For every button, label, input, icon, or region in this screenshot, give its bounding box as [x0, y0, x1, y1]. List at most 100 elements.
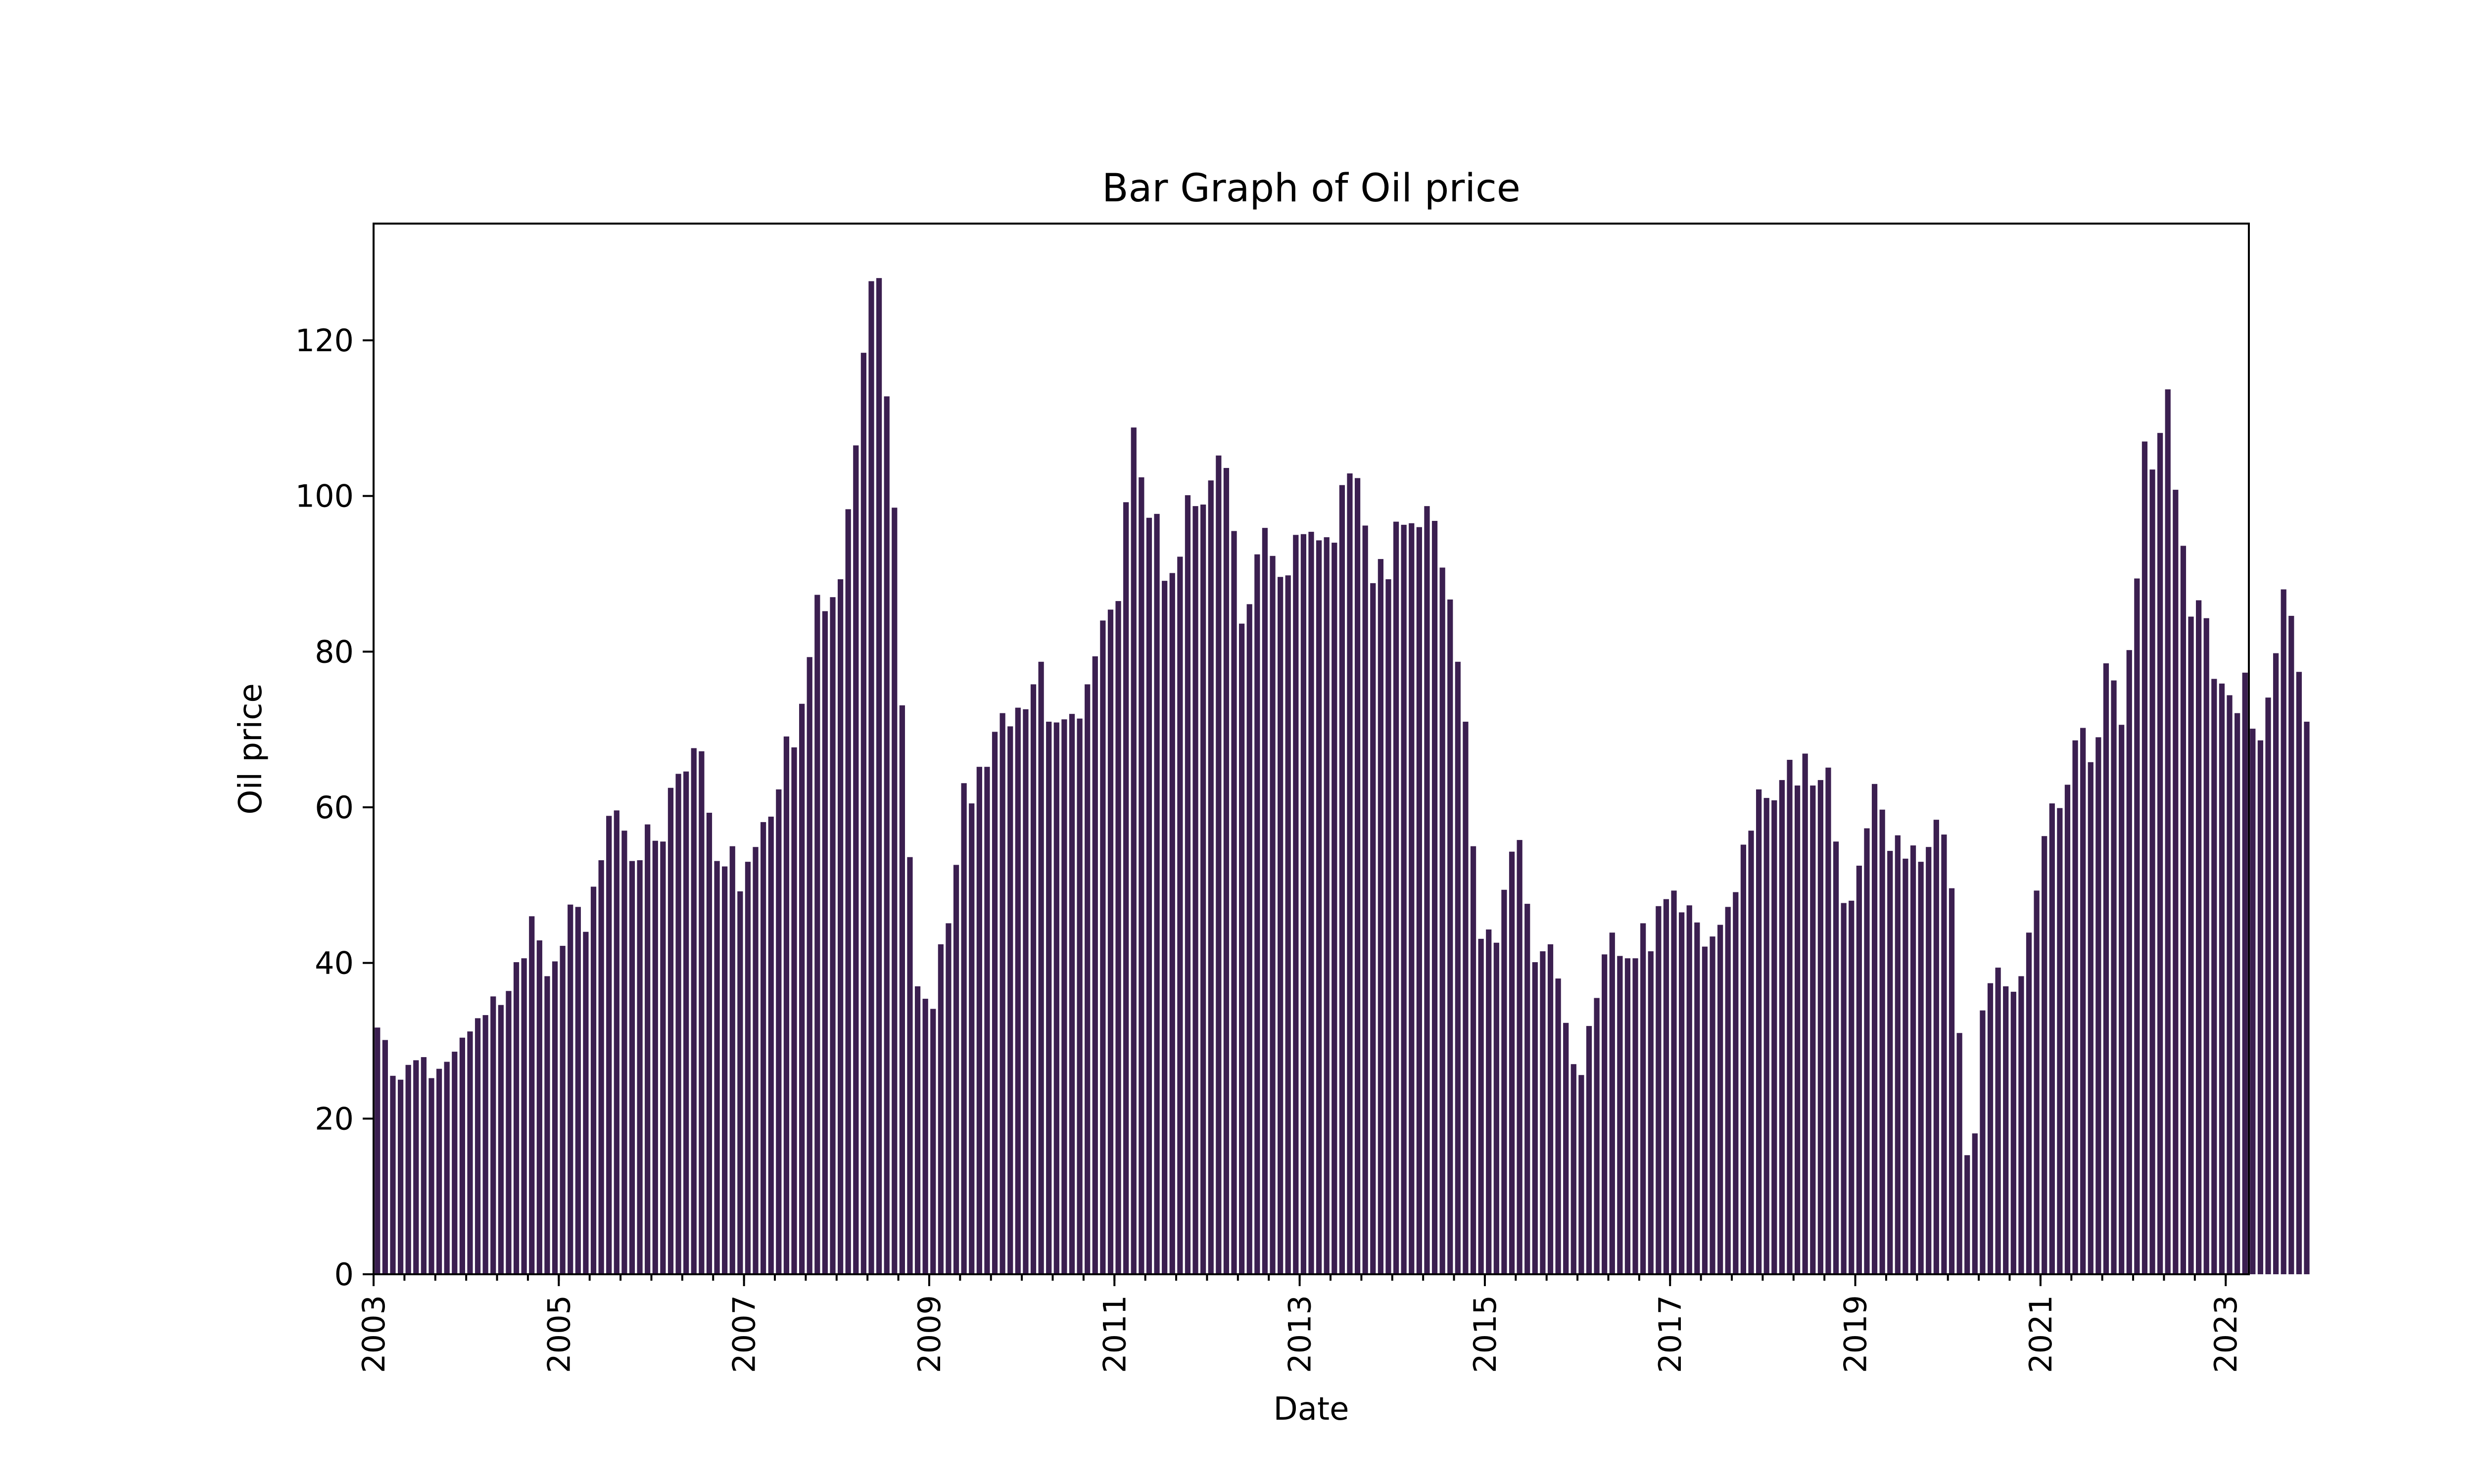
bar [1254, 554, 1260, 1274]
bar [946, 923, 952, 1274]
bar [1802, 753, 1808, 1274]
bar [1285, 575, 1291, 1274]
bar [1385, 579, 1391, 1274]
bar [498, 1005, 504, 1274]
bar [2219, 683, 2225, 1274]
x-tick-label: 2011 [1096, 1295, 1133, 1373]
bar [2196, 600, 2202, 1274]
bar [868, 281, 874, 1275]
bar [1987, 983, 1994, 1274]
bar [428, 1078, 434, 1274]
x-tick-label: 2005 [541, 1295, 577, 1373]
bar [1578, 1075, 1584, 1274]
bar [853, 445, 859, 1274]
bar [1146, 517, 1152, 1274]
bar [1532, 962, 1538, 1274]
bar [1517, 840, 1522, 1274]
bar [753, 847, 759, 1274]
bar [2257, 740, 2264, 1274]
bar [513, 962, 520, 1274]
bar [1763, 798, 1769, 1274]
bar [606, 816, 612, 1274]
bar [1270, 556, 1276, 1274]
bar [1262, 528, 1268, 1274]
bar [1370, 583, 1376, 1274]
bar [1686, 905, 1692, 1274]
bar [652, 840, 658, 1274]
bar [1007, 726, 1013, 1274]
bar [1949, 888, 1955, 1274]
y-axis-label: Oil price [233, 683, 269, 815]
bar [1887, 851, 1893, 1274]
bar [938, 944, 944, 1274]
bar [1794, 785, 1801, 1274]
bar [467, 1031, 473, 1274]
bar [2088, 762, 2093, 1274]
bar [475, 1018, 481, 1274]
bar [706, 813, 713, 1274]
bar [892, 508, 898, 1274]
bar [1956, 1033, 1962, 1274]
bar [1416, 527, 1422, 1274]
bar [2003, 986, 2009, 1274]
bar [1648, 951, 1654, 1274]
bar [1856, 866, 1862, 1274]
x-axis-ticks: 2003 2005 2007 2009 2011 2013 2015 2017 2019 2021… [356, 1274, 2244, 1373]
bar [1169, 573, 1175, 1274]
bar [761, 822, 766, 1274]
bar [1177, 556, 1183, 1274]
bar [1401, 524, 1407, 1274]
bar [521, 958, 527, 1274]
bar [2250, 729, 2256, 1274]
bar [560, 946, 566, 1274]
bar [1972, 1133, 1978, 1274]
bar [2165, 389, 2171, 1274]
bar [1771, 800, 1777, 1274]
bar [2242, 672, 2248, 1274]
bar [1609, 932, 1615, 1274]
bar [1069, 714, 1075, 1274]
bar [1030, 684, 1037, 1274]
bar [2072, 740, 2078, 1274]
bar [490, 996, 496, 1274]
bar [629, 861, 635, 1274]
bar [2173, 490, 2179, 1274]
bar [1710, 936, 1715, 1274]
bar [1825, 767, 1831, 1274]
y-tick-label: 80 [315, 634, 354, 670]
bar [807, 657, 812, 1274]
bar [2018, 976, 2024, 1274]
bar [1115, 601, 1121, 1274]
bar [1431, 521, 1438, 1274]
y-tick-label: 40 [315, 945, 354, 981]
bar [2188, 616, 2194, 1274]
bar [822, 611, 828, 1274]
bar [1694, 922, 1700, 1274]
chart-title: Bar Graph of Oil price [1102, 166, 1521, 211]
bar [1841, 903, 1847, 1274]
bar [621, 831, 627, 1274]
bar [436, 1068, 442, 1274]
bar [984, 767, 990, 1274]
bar [1540, 951, 1546, 1274]
bar [714, 861, 720, 1274]
bar [583, 931, 589, 1274]
bar [645, 824, 651, 1274]
bar [2273, 653, 2279, 1274]
bar [552, 961, 558, 1274]
bar [737, 891, 743, 1274]
bar [899, 705, 905, 1274]
bar [745, 862, 751, 1274]
bar [1663, 899, 1669, 1274]
bar [2080, 728, 2086, 1274]
bar [2157, 433, 2163, 1274]
bar [1239, 623, 1245, 1274]
y-tick-label: 60 [315, 789, 354, 826]
bar [1208, 480, 1214, 1275]
bar [1756, 789, 1762, 1274]
bar [914, 986, 921, 1274]
y-axis-ticks: 0 20 40 60 80 100 120 [295, 323, 374, 1293]
bar [1640, 923, 1646, 1274]
bar [1725, 907, 1731, 1274]
bar [1493, 942, 1499, 1274]
